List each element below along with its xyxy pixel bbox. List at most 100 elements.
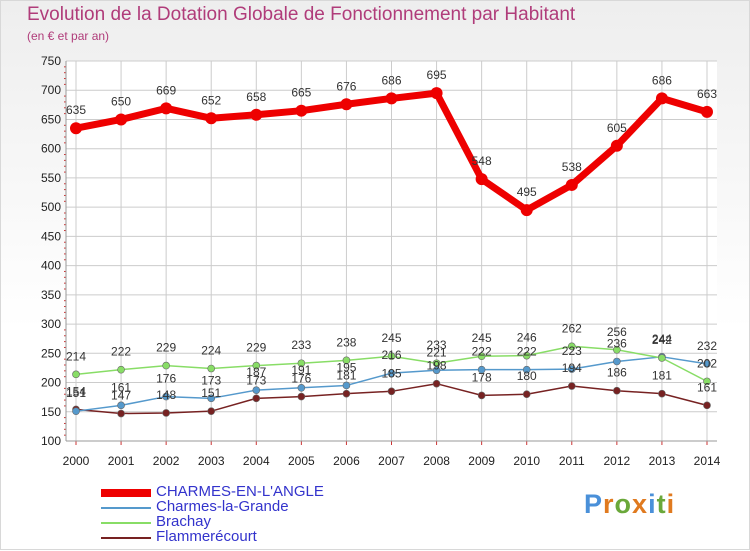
data-label-0: 658 [246,90,266,104]
series-point-2 [162,361,170,370]
data-label-3: 173 [246,373,266,387]
series-point-2 [432,359,441,368]
logo-letter: o [614,489,633,519]
series-point-2 [658,354,666,362]
series-point-0 [565,178,578,191]
logo-letter: i [648,489,657,519]
series-point-2 [477,352,486,361]
data-label-1: 223 [562,344,582,358]
data-label-1: 161 [111,380,131,394]
logo-letter: P [584,489,604,519]
legend-swatch [101,489,151,497]
data-label-2: 224 [201,344,221,358]
axes: 100 150 200 250 300 350 400 450 500 550 600 650 700 7… [41,54,721,468]
series-point-0 [340,98,353,111]
legend: CHARMES-EN-L'ANGLE Charmes-la-Grande Brach… [101,483,431,545]
y-tick-label: 150 [41,405,61,419]
legend-swatch [101,522,151,524]
series-point-1 [72,407,80,415]
data-label-0: 495 [517,185,537,199]
data-label-0: 669 [156,83,176,97]
series-point-0 [250,108,263,121]
legend-item: Flammerécourt [101,528,431,545]
series-point-3 [567,382,576,390]
x-tick-label: 2013 [649,454,676,468]
series-point-3 [162,409,170,417]
data-label-3: 181 [652,369,672,383]
legend-swatch [101,537,151,539]
y-tick-label: 200 [41,376,61,390]
series-point-0 [655,92,668,105]
data-label-0: 695 [427,68,447,82]
data-label-3: 180 [517,369,537,383]
data-label-3: 198 [427,359,447,373]
data-label-0: 686 [381,73,401,87]
series-point-2 [72,370,80,379]
data-label-1: 195 [336,360,356,374]
data-label-3: 148 [156,388,176,402]
series-point-1 [342,381,351,390]
data-label-2: 222 [111,345,131,359]
series-point-3 [658,389,666,398]
data-label-2: 229 [246,341,266,355]
data-label-2: 256 [607,325,627,339]
legend-label: Brachay [156,513,212,530]
series-point-3 [477,391,486,400]
series-point-0 [385,92,398,105]
data-label-2: 214 [66,349,86,363]
series-point-0 [701,105,713,118]
series-point-0 [430,87,443,100]
legend-swatch [101,507,151,509]
legend-label: Flammerécourt [156,528,257,545]
data-label-1: 221 [427,345,447,359]
x-tick-label: 2007 [378,454,405,468]
data-label-0: 663 [697,87,717,101]
series-point-0 [475,173,488,186]
x-tick-label: 2005 [288,454,315,468]
data-label-1: 173 [201,373,221,387]
series-point-2 [567,342,576,351]
series-point-3 [613,386,621,395]
series-point-3 [387,387,396,396]
series-point-0 [160,102,173,115]
legend-label: Charmes-la-Grande [156,498,289,515]
data-label-0: 665 [291,86,311,100]
series-point-0 [70,122,82,135]
data-label-3: 178 [472,370,492,384]
y-tick-label: 550 [41,171,61,185]
data-label-0: 538 [562,160,582,174]
logo-letter: r [603,489,615,519]
series-point-1 [477,365,486,374]
data-label-0: 676 [336,79,356,93]
series-point-1 [162,392,170,401]
series-point-0 [115,113,128,126]
x-tick-label: 2010 [513,454,540,468]
x-tick-label: 2006 [333,454,360,468]
logo-letter: i [666,489,676,519]
series-point-2 [117,365,125,374]
data-label-0: 652 [201,93,221,107]
data-label-1: 187 [246,365,266,379]
y-tick-label: 700 [41,83,61,97]
x-tick-label: 2009 [468,454,495,468]
data-label-2: 233 [427,338,447,352]
series-point-2 [613,345,621,354]
series-point-3 [207,407,216,415]
x-tick-label: 2008 [423,454,450,468]
series-point-3 [297,392,306,401]
y-tick-label: 450 [41,229,61,243]
series-point-1 [117,401,125,410]
series-point-0 [205,112,218,125]
x-tick-label: 2000 [63,454,90,468]
x-tick-label: 2012 [604,454,631,468]
series-point-3 [703,401,711,410]
series-point-2 [522,351,531,360]
data-label-3: 181 [336,369,356,383]
data-label-0: 605 [607,121,627,135]
x-tick-label: 2001 [108,454,135,468]
y-tick-label: 750 [41,54,61,68]
data-label-0: 650 [111,94,131,108]
data-label-1: 232 [697,339,717,353]
